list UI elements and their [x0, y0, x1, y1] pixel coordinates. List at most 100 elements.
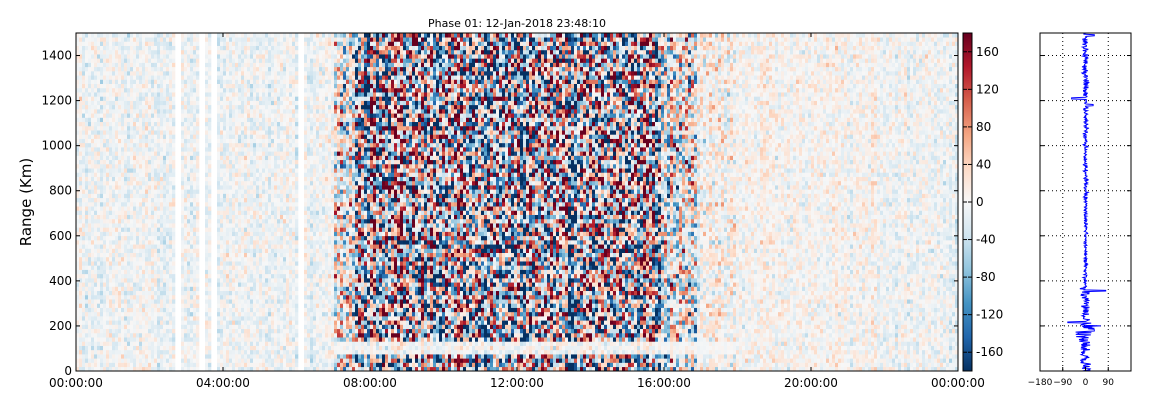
heatmap-cell [115, 79, 118, 84]
heatmap-cell [124, 265, 127, 270]
heatmap-cell [88, 92, 91, 97]
heatmap-cell [103, 265, 106, 270]
heatmap-cell [88, 358, 91, 363]
heatmap-cell [124, 147, 127, 152]
heatmap-cell [79, 164, 82, 169]
heatmap-cell [82, 189, 85, 194]
heatmap-cell [106, 33, 109, 38]
heatmap-cell [115, 240, 118, 245]
heatmap-cell [109, 147, 112, 152]
heatmap-cell [106, 96, 109, 101]
heatmap-cell [130, 143, 133, 148]
heatmap-cell [97, 122, 100, 127]
heatmap-cell [106, 236, 109, 241]
heatmap-cell [112, 168, 115, 173]
heatmap-cell [127, 236, 130, 241]
heatmap-cell [133, 295, 136, 300]
heatmap-cell [112, 270, 115, 275]
heatmap-cell [79, 282, 82, 287]
heatmap-cell [109, 63, 112, 68]
heatmap-cell [109, 58, 112, 63]
heatmap-cell [97, 71, 100, 76]
heatmap-cell [94, 261, 97, 266]
heatmap-cell [97, 147, 100, 152]
heatmap-cell [85, 253, 88, 258]
heatmap-cell [103, 194, 106, 199]
heatmap-cell [124, 257, 127, 262]
heatmap-cell [130, 96, 133, 101]
heatmap-cell [118, 257, 121, 262]
heatmap-cell [82, 287, 85, 292]
heatmap-cell [88, 75, 91, 80]
heatmap-cell [127, 130, 130, 135]
heatmap-cell [103, 270, 106, 275]
heatmap-cell [94, 92, 97, 97]
heatmap-cell [127, 79, 130, 84]
heatmap-cell [121, 337, 124, 342]
heatmap-cell [91, 354, 94, 359]
heatmap-cell [97, 160, 100, 165]
heatmap-cell [82, 41, 85, 46]
heatmap-cell [115, 67, 118, 72]
heatmap-cell [94, 172, 97, 177]
heatmap-cell [121, 308, 124, 313]
heatmap-cell [100, 358, 103, 363]
heatmap-cell [118, 308, 121, 313]
heatmap-cell [112, 232, 115, 237]
heatmap-cell [121, 109, 124, 114]
heatmap-cell [103, 92, 106, 97]
heatmap-cell [94, 350, 97, 355]
heatmap-cell [121, 232, 124, 237]
heatmap-cell [97, 303, 100, 308]
heatmap-cell [118, 185, 121, 190]
heatmap-cell [112, 244, 115, 249]
heatmap-cell [118, 189, 121, 194]
heatmap-cell [97, 134, 100, 139]
heatmap-cell [115, 244, 118, 249]
heatmap-cell [124, 215, 127, 220]
heatmap-cell [79, 168, 82, 173]
heatmap-cell [121, 244, 124, 249]
heatmap-cell [106, 63, 109, 68]
heatmap-cell [88, 58, 91, 63]
heatmap-cell [112, 282, 115, 287]
heatmap-cell [130, 185, 133, 190]
heatmap-cell [112, 236, 115, 241]
heatmap-cell [103, 341, 106, 346]
heatmap-cell [85, 198, 88, 203]
heatmap-cell [115, 177, 118, 182]
heatmap-cell [103, 172, 106, 177]
heatmap-cell [79, 50, 82, 55]
heatmap-cell [121, 282, 124, 287]
heatmap-cell [118, 282, 121, 287]
heatmap-cell [118, 181, 121, 186]
heatmap-cell [103, 101, 106, 106]
heatmap-cell [100, 143, 103, 148]
heatmap-cell [94, 67, 97, 72]
heatmap-cell [103, 63, 106, 68]
heatmap-cell [94, 240, 97, 245]
heatmap-cell [106, 257, 109, 262]
heatmap-cell [118, 151, 121, 156]
heatmap-cell [100, 232, 103, 237]
heatmap-cell [85, 215, 88, 220]
heatmap-cell [124, 88, 127, 93]
y-axis-label: Range (Km) [17, 158, 35, 246]
heatmap-cell [79, 363, 82, 368]
heatmap-cell [130, 215, 133, 220]
heatmap-cell [124, 185, 127, 190]
heatmap-cell [94, 219, 97, 224]
heatmap-cell [103, 168, 106, 173]
heatmap-cell [88, 257, 91, 262]
heatmap-cell [82, 79, 85, 84]
heatmap-cell [118, 147, 121, 152]
heatmap-cell [118, 265, 121, 270]
heatmap-cell [82, 168, 85, 173]
heatmap-cell [124, 248, 127, 253]
heatmap-cell [112, 185, 115, 190]
heatmap-cell [94, 177, 97, 182]
heatmap-cell [121, 88, 124, 93]
heatmap-cell [106, 316, 109, 321]
heatmap-cell [118, 325, 121, 330]
heatmap-cell [115, 215, 118, 220]
